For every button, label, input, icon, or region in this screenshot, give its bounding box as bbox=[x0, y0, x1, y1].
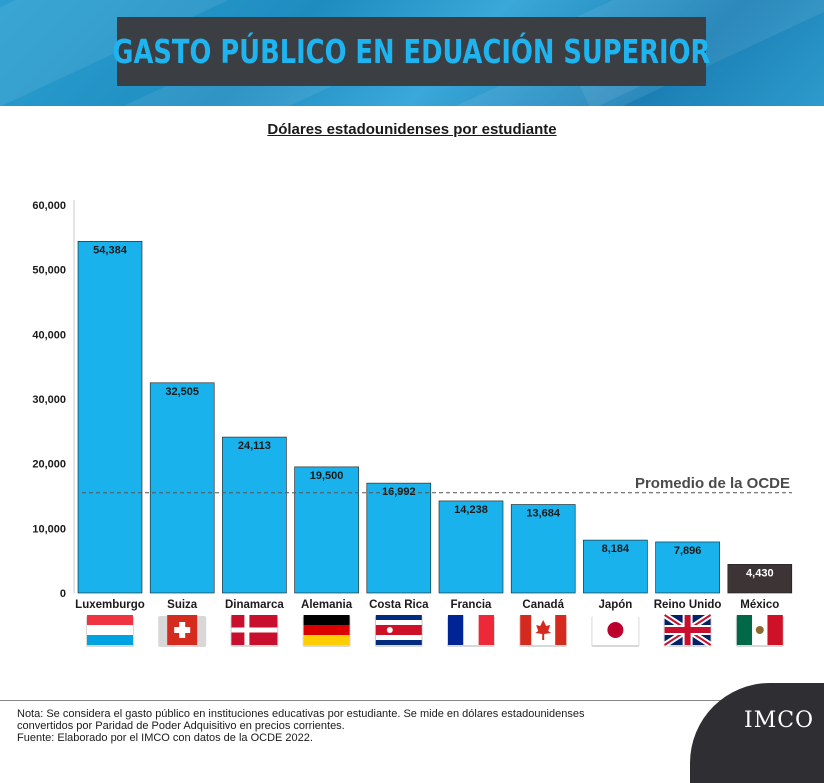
y-tick-label: 50,000 bbox=[32, 265, 66, 277]
y-axis: 0 10,000 20,000 30,000 40,000 50,000 60,000 bbox=[32, 200, 75, 600]
bar-value-label: 19,500 bbox=[310, 470, 344, 482]
bar-value-label: 54,384 bbox=[93, 244, 128, 256]
bar bbox=[583, 539, 648, 594]
mexico-flag-icon bbox=[735, 615, 784, 647]
luxembourg-flag-icon bbox=[86, 615, 134, 647]
canada-flag-icon bbox=[519, 615, 568, 647]
bars: 54,384 Luxemburgo 32,505 Suiza 24,113 Dinamar… bbox=[75, 241, 793, 611]
bar bbox=[727, 564, 793, 594]
ocde-average-label: Promedio de la OCDE bbox=[635, 475, 790, 492]
footer-divider bbox=[0, 700, 824, 701]
title-box: GASTO PÚBLICO EN EDUACIÓN SUPERIOR bbox=[113, 17, 710, 86]
bar bbox=[222, 436, 287, 594]
bar-chart: 0 10,000 20,000 30,000 40,000 50,000 60,000 54… bbox=[32, 200, 793, 648]
y-tick-label: 20,000 bbox=[32, 459, 66, 471]
bar-value-label: 16,992 bbox=[382, 486, 416, 498]
header-banner: GASTO PÚBLICO EN EDUACIÓN SUPERIOR bbox=[0, 0, 824, 106]
bar-value-label: 7,896 bbox=[674, 545, 702, 557]
bar-value-label: 13,684 bbox=[526, 508, 561, 520]
category-label: Japón bbox=[598, 599, 632, 611]
imco-logo: IMCO bbox=[744, 708, 815, 733]
category-label: Costa Rica bbox=[369, 599, 429, 611]
y-tick-label: 30,000 bbox=[32, 394, 66, 406]
france-flag-icon bbox=[447, 615, 495, 647]
bar-value-label: 32,505 bbox=[165, 386, 199, 398]
bar-value-label: 24,113 bbox=[238, 440, 271, 452]
flags bbox=[86, 612, 784, 648]
bar bbox=[366, 482, 432, 594]
y-tick-label: 10,000 bbox=[32, 523, 66, 535]
bar bbox=[149, 382, 215, 594]
chart-subtitle: Dólares estadounidenses por estudiante bbox=[267, 121, 557, 138]
category-label: Suiza bbox=[167, 599, 198, 611]
category-label: Alemania bbox=[301, 599, 353, 611]
bar bbox=[438, 500, 504, 594]
switzerland-flag-icon bbox=[158, 615, 207, 647]
footnote-line-2: convertidos por Paridad de Poder Adquisi… bbox=[17, 720, 345, 732]
bar bbox=[655, 541, 720, 594]
japan-flag-icon bbox=[591, 615, 640, 647]
germany-flag-icon bbox=[302, 615, 351, 647]
page-title: GASTO PÚBLICO EN EDUACIÓN SUPERIOR bbox=[112, 32, 711, 71]
uk-flag-icon bbox=[662, 612, 713, 648]
category-label: México bbox=[740, 599, 779, 611]
bar-value-label: 8,184 bbox=[602, 543, 630, 555]
category-label: Luxemburgo bbox=[75, 599, 145, 611]
bar bbox=[77, 241, 143, 594]
category-label: Dinamarca bbox=[225, 599, 284, 611]
reference-line-group: Promedio de la OCDE bbox=[82, 475, 792, 494]
logo-background bbox=[690, 683, 824, 783]
category-label: Canadá bbox=[522, 599, 564, 611]
source-note: Fuente: Elaborado por el IMCO con datos … bbox=[17, 732, 313, 744]
bar-value-label: 14,238 bbox=[454, 504, 488, 516]
costa-rica-flag-icon bbox=[374, 615, 423, 647]
denmark-flag-icon bbox=[230, 615, 279, 647]
category-label: Francia bbox=[451, 599, 493, 611]
category-label: Reino Unido bbox=[654, 599, 722, 611]
bar bbox=[294, 466, 359, 594]
y-tick-label: 60,000 bbox=[32, 200, 66, 212]
y-tick-label: 40,000 bbox=[32, 329, 66, 341]
bar bbox=[510, 504, 576, 594]
footnote-line-1: Nota: Se considera el gasto público en i… bbox=[17, 708, 585, 720]
y-tick-label: 0 bbox=[60, 588, 66, 600]
bar-value-label: 4,430 bbox=[746, 567, 774, 579]
